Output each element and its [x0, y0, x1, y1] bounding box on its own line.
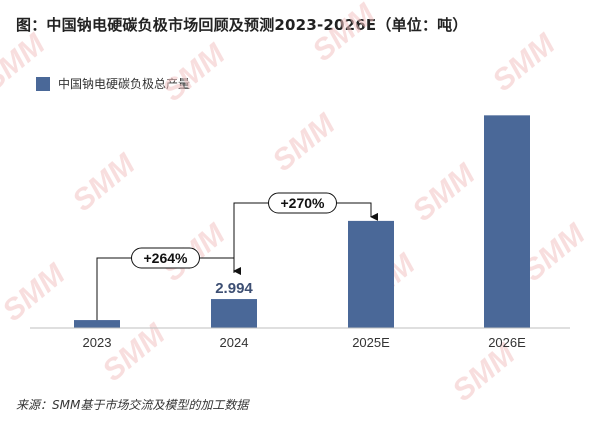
growth-label: +264% — [144, 250, 189, 266]
legend-label: 中国钠电硬碳负极总产量 — [58, 77, 191, 91]
watermark-logo: SMM — [266, 107, 342, 178]
annotations-layer: +264% +270% — [96, 192, 378, 321]
legend: 中国钠电硬碳负极总产量 — [36, 75, 190, 92]
watermark-logo: SMM — [156, 37, 232, 108]
growth-label: +270% — [281, 195, 326, 211]
x-tick-label: 2024 — [220, 335, 249, 350]
watermark-logo: SMM — [406, 157, 482, 228]
watermark-logo: SMM — [306, 0, 382, 68]
bar-2026E — [484, 115, 530, 328]
bar-2025E — [348, 220, 394, 328]
chart-title: 图：中国钠电硬碳负极市场回顾及预测2023-2026E（单位：吨） — [16, 16, 468, 34]
legend-swatch — [36, 76, 50, 91]
labels-layer: 2023 2024 2025E 2026E 2.994 — [30, 280, 570, 350]
source-note: 来源：SMM基于市场交流及模型的加工数据 — [16, 398, 249, 412]
x-tick-label: 2025E — [352, 335, 390, 350]
x-tick-label: 2023 — [83, 335, 112, 350]
growth-badge — [131, 247, 200, 269]
x-tick-label: 2026E — [488, 335, 526, 350]
watermark-logo: SMM — [66, 147, 142, 218]
bars-layer — [74, 115, 530, 328]
watermark-logo: SMM — [486, 27, 562, 98]
watermark-logo: SMM — [0, 257, 72, 328]
watermark-logo: SMM — [0, 27, 52, 98]
data-label: 2.994 — [215, 280, 253, 297]
bar-2024 — [211, 299, 257, 328]
growth-badge — [268, 192, 337, 214]
bar-2023 — [74, 320, 120, 328]
